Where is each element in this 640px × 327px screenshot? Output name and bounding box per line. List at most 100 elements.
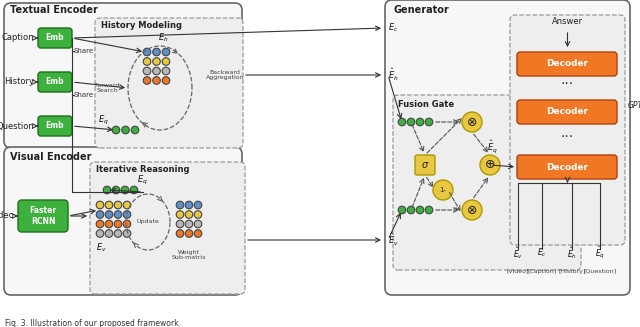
Text: Faster
RCNN: Faster RCNN	[29, 206, 56, 226]
Circle shape	[433, 180, 453, 200]
FancyBboxPatch shape	[18, 200, 68, 232]
Text: Emb: Emb	[45, 77, 64, 87]
Text: [Question]: [Question]	[584, 268, 616, 273]
Text: $\hat{E}_h$: $\hat{E}_h$	[388, 67, 399, 83]
Circle shape	[143, 58, 151, 65]
Text: GPT-2: GPT-2	[628, 100, 640, 110]
Text: $\sigma$: $\sigma$	[420, 160, 429, 170]
Text: History: History	[4, 77, 34, 87]
Text: Answer: Answer	[552, 18, 583, 26]
Text: $E_c$: $E_c$	[388, 22, 399, 34]
Circle shape	[185, 220, 193, 228]
Text: Fusion Gate: Fusion Gate	[398, 100, 454, 109]
Text: $\hat{E}_v$: $\hat{E}_v$	[388, 232, 399, 248]
Circle shape	[121, 186, 129, 194]
Circle shape	[153, 48, 160, 56]
Circle shape	[425, 206, 433, 214]
Circle shape	[143, 77, 151, 84]
Circle shape	[153, 67, 160, 75]
Text: Share: Share	[74, 48, 94, 54]
Circle shape	[462, 112, 482, 132]
Circle shape	[130, 186, 138, 194]
Circle shape	[114, 211, 122, 218]
Text: Decoder: Decoder	[546, 60, 588, 68]
Text: $\otimes$: $\otimes$	[467, 115, 477, 129]
Circle shape	[416, 206, 424, 214]
Circle shape	[185, 230, 193, 237]
Text: $\oplus$: $\oplus$	[484, 159, 495, 171]
FancyBboxPatch shape	[38, 72, 72, 92]
Text: Backward
Aggregation: Backward Aggregation	[205, 70, 244, 80]
Circle shape	[162, 48, 170, 56]
Text: Emb: Emb	[45, 33, 64, 43]
Text: Textual Encoder: Textual Encoder	[10, 5, 98, 15]
Circle shape	[103, 186, 111, 194]
FancyBboxPatch shape	[415, 155, 435, 175]
FancyBboxPatch shape	[517, 100, 617, 124]
Circle shape	[153, 77, 160, 84]
Circle shape	[123, 201, 131, 209]
Text: $\otimes$: $\otimes$	[467, 203, 477, 216]
Circle shape	[114, 220, 122, 228]
Text: $\hat{E}_h$: $\hat{E}_h$	[567, 245, 577, 261]
Circle shape	[112, 126, 120, 134]
Text: Forward
Search: Forward Search	[94, 83, 120, 94]
Text: Decoder: Decoder	[546, 108, 588, 116]
Circle shape	[114, 201, 122, 209]
Circle shape	[176, 201, 184, 209]
Text: $\hat{E}_v$: $\hat{E}_v$	[513, 245, 523, 261]
Circle shape	[123, 220, 131, 228]
Circle shape	[194, 230, 202, 237]
Circle shape	[105, 211, 113, 218]
Circle shape	[96, 211, 104, 218]
Circle shape	[112, 186, 120, 194]
FancyBboxPatch shape	[38, 116, 72, 136]
Text: $\hat{E}_q$: $\hat{E}_q$	[595, 245, 605, 261]
Circle shape	[425, 118, 433, 126]
Circle shape	[398, 118, 406, 126]
Circle shape	[185, 201, 193, 209]
Circle shape	[194, 201, 202, 209]
Circle shape	[105, 230, 113, 237]
Text: Visual Encoder: Visual Encoder	[10, 152, 92, 162]
Circle shape	[416, 118, 424, 126]
Circle shape	[162, 67, 170, 75]
Text: Decoder: Decoder	[546, 163, 588, 171]
Circle shape	[462, 200, 482, 220]
Circle shape	[96, 201, 104, 209]
Circle shape	[176, 230, 184, 237]
Circle shape	[194, 211, 202, 218]
Circle shape	[105, 220, 113, 228]
FancyBboxPatch shape	[4, 3, 242, 148]
Circle shape	[96, 230, 104, 237]
Text: Share: Share	[74, 92, 94, 98]
Circle shape	[114, 230, 122, 237]
FancyBboxPatch shape	[517, 155, 617, 179]
FancyBboxPatch shape	[95, 18, 243, 148]
Text: Fig. 3. Illustration of our proposed framework.: Fig. 3. Illustration of our proposed fra…	[5, 318, 181, 327]
Circle shape	[194, 220, 202, 228]
Text: Caption: Caption	[1, 33, 34, 43]
Text: Generator: Generator	[393, 5, 449, 15]
Text: 1-: 1-	[440, 187, 447, 193]
Text: ...: ...	[561, 73, 574, 87]
Text: $E_q$: $E_q$	[97, 113, 108, 127]
FancyBboxPatch shape	[517, 52, 617, 76]
Circle shape	[96, 220, 104, 228]
Circle shape	[176, 220, 184, 228]
FancyBboxPatch shape	[38, 28, 72, 48]
Text: History Modeling: History Modeling	[101, 21, 182, 30]
Circle shape	[105, 201, 113, 209]
Text: Video: Video	[0, 212, 15, 220]
Text: ...: ...	[561, 126, 574, 140]
Circle shape	[153, 58, 160, 65]
Circle shape	[176, 211, 184, 218]
Circle shape	[143, 67, 151, 75]
Text: Update: Update	[136, 219, 159, 225]
Text: [Caption]: [Caption]	[527, 268, 557, 273]
FancyBboxPatch shape	[510, 15, 625, 245]
Circle shape	[123, 211, 131, 218]
Text: $\hat{E}_q$: $\hat{E}_q$	[486, 139, 497, 155]
Circle shape	[131, 126, 139, 134]
Text: $E_v$: $E_v$	[95, 242, 106, 254]
